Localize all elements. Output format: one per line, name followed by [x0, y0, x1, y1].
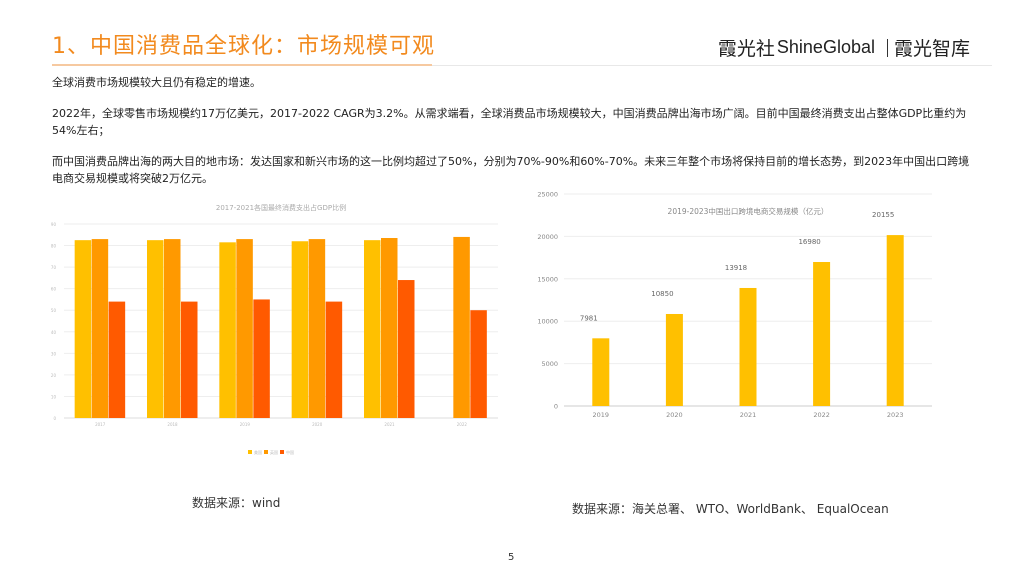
x-tick-label: 2020 [312, 422, 323, 427]
bar-英国 [381, 238, 398, 418]
paragraph-2: 2022年，全球零售市场规模约17万亿美元，2017-2022 CAGR为3.2… [52, 107, 967, 137]
bar [592, 338, 610, 406]
y-tick-label: 30 [51, 351, 57, 356]
consumption-gdp-chart: 0 10 20 30 40 50 60 70 80 90 2017-2021各国最终消费支出占GDP… [51, 203, 498, 455]
bar [886, 235, 904, 406]
data-label: 7981 [580, 314, 598, 322]
y-tick-label: 5000 [541, 360, 558, 368]
bar-美国 [147, 240, 164, 418]
data-label: 20155 [872, 211, 894, 219]
legend-label: 美国 [254, 449, 262, 455]
source-right: 数据来源：海关总署、 WTO、WorldBank、 EqualOcean [572, 502, 889, 516]
x-tick-label: 2021 [740, 411, 757, 419]
x-tick-label: 2022 [457, 422, 468, 427]
logo-en: ShineGlobal [776, 37, 875, 57]
y-tick-label: 0 [53, 416, 56, 421]
x-tick-label: 2021 [384, 422, 395, 427]
bar [813, 262, 831, 406]
bar-中国 [398, 280, 415, 418]
bar-英国 [453, 236, 470, 418]
legend-swatch [280, 450, 284, 454]
logo-cn-right: 霞光智库 [893, 38, 970, 60]
bar [665, 313, 683, 406]
bar-英国 [164, 239, 181, 418]
bar-英国 [91, 239, 109, 418]
logo-cn-left: 霞光社 [717, 38, 775, 60]
y-tick-label: 90 [51, 222, 57, 227]
bar-中国 [108, 301, 126, 418]
bar-中国 [181, 301, 198, 418]
legend-label: 英国 [270, 449, 278, 455]
x-tick-label: 2017 [95, 422, 106, 427]
bar-中国 [325, 301, 343, 418]
bar [739, 287, 757, 406]
legend-swatch [248, 450, 252, 454]
x-tick-label: 2019 [240, 422, 251, 427]
legend-label: 中国 [286, 449, 294, 455]
page-title: 1、中国消费品全球化：市场规模可观 [52, 34, 435, 59]
y-tick-label: 80 [51, 244, 57, 249]
bar-美国 [74, 240, 92, 418]
title-divider [52, 64, 992, 66]
data-label: 13918 [725, 264, 747, 272]
bar-英国 [308, 239, 326, 418]
data-label: 10850 [651, 290, 673, 298]
y-tick-label: 40 [51, 330, 57, 335]
bar-美国 [364, 240, 381, 418]
chart-title: 2017-2021各国最终消费支出占GDP比例 [216, 203, 346, 212]
y-tick-label: 10 [51, 394, 57, 399]
y-tick-label: 0 [554, 403, 558, 411]
x-tick-label: 2023 [887, 411, 904, 419]
cross-border-ecommerce-chart: 0 5000 10000 15000 20000 25000 2019-2023中国出口跨境… [537, 191, 932, 419]
x-tick-label: 2019 [593, 411, 610, 419]
logo-separator [886, 38, 888, 57]
page-number: 5 [508, 552, 515, 563]
data-label: 16980 [798, 238, 820, 246]
y-tick-label: 20000 [537, 233, 558, 241]
y-tick-label: 60 [51, 287, 57, 292]
bar-中国 [470, 310, 487, 418]
paragraph-1: 全球消费市场规模较大且仍有稳定的增速。 [52, 76, 261, 89]
x-tick-label: 2018 [167, 422, 178, 427]
bar-美国 [219, 242, 236, 418]
y-tick-label: 10000 [537, 318, 558, 326]
chart-title: 2019-2023中国出口跨境电商交易规模（亿元） [668, 206, 829, 216]
y-tick-label: 25000 [537, 191, 558, 199]
bar-英国 [236, 239, 253, 418]
y-tick-label: 15000 [537, 275, 558, 283]
y-tick-label: 50 [51, 308, 57, 313]
source-left: 数据来源：wind [192, 496, 281, 510]
x-tick-label: 2020 [666, 411, 683, 419]
legend-swatch [264, 450, 268, 454]
y-tick-label: 70 [51, 265, 57, 270]
bar-中国 [253, 299, 270, 418]
body-text: 全球消费市场规模较大且仍有稳定的增速。 2022年，全球零售市场规模约17万亿美… [52, 74, 972, 201]
bar-美国 [291, 241, 309, 418]
brand-logo: 霞光社 ShineGlobal 霞光智库 [718, 34, 970, 61]
y-tick-label: 20 [51, 373, 57, 378]
x-tick-label: 2022 [813, 411, 830, 419]
paragraph-3: 而中国消费品牌出海的两大目的地市场：发达国家和新兴市场的这一比例均超过了50%，… [52, 155, 970, 185]
